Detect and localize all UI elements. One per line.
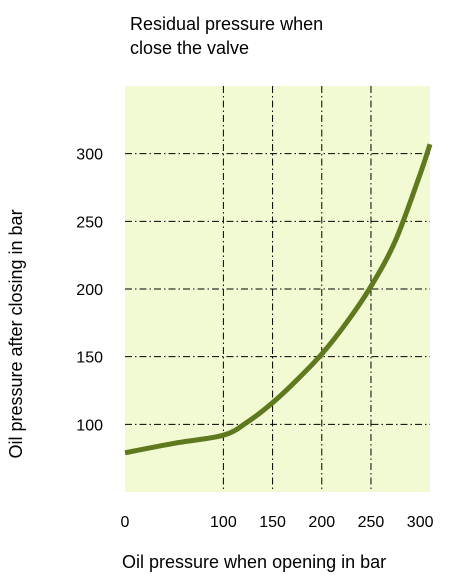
y-tick-labels: 100 150 200 250 300 — [76, 147, 103, 435]
x-tick-label-200: 200 — [308, 514, 335, 531]
series-line-0 — [124, 143, 433, 456]
y-tick-label-100: 100 — [76, 417, 103, 434]
x-tick-label-0: 0 — [121, 514, 130, 531]
y-tick-label-150: 150 — [76, 350, 103, 367]
x-tick-labels: 0 100 150 200 250 300 — [121, 514, 434, 531]
x-tick-label-100: 100 — [210, 514, 237, 531]
chart-title-line-1: Residual pressure when — [130, 14, 323, 34]
y-axis-label: Oil pressure after closing in bar — [6, 209, 26, 458]
series-group — [124, 143, 433, 456]
x-tick-label-150: 150 — [259, 514, 286, 531]
x-axis-label: Oil pressure when opening in bar — [122, 552, 386, 572]
chart-title-line-2: close the valve — [130, 38, 249, 58]
y-tick-label-200: 200 — [76, 282, 103, 299]
plot-area — [125, 86, 430, 492]
y-tick-label-300: 300 — [76, 147, 103, 164]
x-tick-label-250: 250 — [358, 514, 385, 531]
y-tick-label-250: 250 — [76, 214, 103, 231]
x-tick-label-300: 300 — [407, 514, 434, 531]
